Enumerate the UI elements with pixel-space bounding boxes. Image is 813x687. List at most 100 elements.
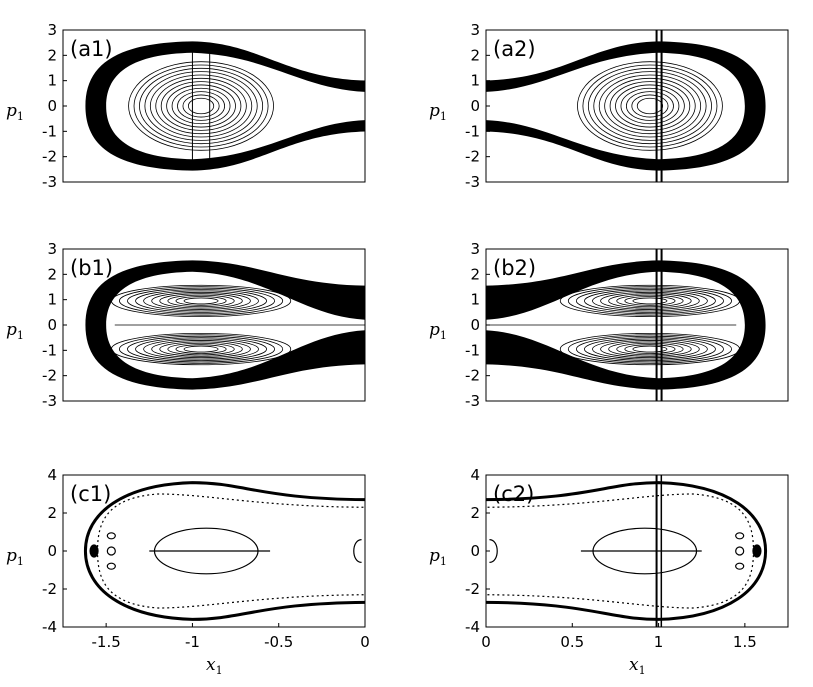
x-tick-label: 1.5 bbox=[733, 633, 757, 651]
contour-line bbox=[632, 297, 668, 305]
contour-line bbox=[151, 340, 251, 359]
panel-a2: 3 2 1 0 -1 -2 -3 (a2) p1 bbox=[429, 21, 789, 191]
contour-line bbox=[177, 91, 226, 121]
y-axis-label: p1 bbox=[6, 546, 24, 568]
contour-line bbox=[135, 337, 267, 361]
contour-line bbox=[598, 74, 702, 138]
panel-b1: 3 2 1 0 -1 -2 -3 (b1) p1 bbox=[6, 240, 366, 410]
y-tick-label: 2 bbox=[47, 46, 57, 64]
contour-line bbox=[143, 338, 259, 360]
contour-line bbox=[167, 342, 235, 356]
y-tick-label: -2 bbox=[42, 148, 57, 166]
y-tick-label: 2 bbox=[470, 265, 480, 283]
x-tick-label: -1 bbox=[185, 633, 200, 651]
contour-line bbox=[559, 332, 741, 366]
y-tick-label: -3 bbox=[42, 173, 57, 191]
y-tick-label: -1 bbox=[42, 341, 57, 359]
wall-line bbox=[660, 249, 663, 401]
outer-separatrix-band bbox=[486, 41, 766, 171]
contour-line bbox=[133, 64, 269, 148]
y-tick-label: 0 bbox=[470, 316, 480, 334]
contour-line bbox=[106, 532, 116, 540]
contour-line bbox=[575, 335, 724, 363]
contour-line bbox=[118, 286, 284, 316]
contour-line bbox=[584, 337, 716, 361]
y-tick-label: 1 bbox=[470, 72, 480, 90]
contour-line bbox=[615, 84, 685, 128]
contour-line bbox=[106, 562, 116, 570]
y-tick-label: 0 bbox=[47, 97, 57, 115]
contour-line bbox=[149, 74, 253, 138]
contour-line bbox=[735, 562, 745, 570]
panel-label: (b1) bbox=[70, 256, 113, 280]
y-axis-label: p1 bbox=[429, 101, 447, 123]
contour-line bbox=[735, 532, 745, 540]
contour-line bbox=[582, 64, 718, 148]
contour-line bbox=[624, 296, 676, 306]
contour-line bbox=[155, 77, 247, 135]
y-tick-label: -3 bbox=[465, 392, 480, 410]
contour-line bbox=[735, 546, 745, 556]
contour-line bbox=[187, 97, 215, 115]
contour-line bbox=[752, 544, 762, 558]
y-axis-label: p1 bbox=[6, 320, 24, 342]
contour-line bbox=[609, 81, 691, 131]
panel-label: (a1) bbox=[70, 37, 113, 61]
contour-line bbox=[110, 284, 292, 318]
inner-contours bbox=[486, 284, 741, 366]
contour-line bbox=[89, 544, 99, 558]
contour-line bbox=[110, 332, 292, 366]
contour-line bbox=[575, 287, 724, 315]
contour-plot bbox=[486, 249, 766, 401]
y-tick-label: 3 bbox=[470, 21, 480, 39]
y-tick-label: 0 bbox=[47, 542, 57, 560]
panel-b2: 3 2 1 0 -1 -2 -3 (b2) p1 bbox=[429, 240, 789, 410]
y-tick-label: 3 bbox=[47, 240, 57, 258]
contour-line bbox=[620, 87, 680, 125]
wall-line bbox=[655, 249, 658, 401]
outer-separatrix bbox=[83, 481, 365, 621]
y-axis-label: p1 bbox=[429, 320, 447, 342]
wall-line bbox=[660, 475, 663, 627]
contour-plot bbox=[85, 260, 365, 390]
contour-plot bbox=[83, 481, 365, 621]
outer-separatrix-band bbox=[85, 41, 365, 171]
contour-plot bbox=[486, 475, 768, 627]
y-tick-label: 2 bbox=[47, 265, 57, 283]
contour-line bbox=[182, 94, 220, 118]
y-tick-label: 0 bbox=[47, 316, 57, 334]
y-tick-label: -1 bbox=[465, 122, 480, 140]
contour-line bbox=[167, 294, 235, 308]
contour-line bbox=[625, 91, 674, 121]
y-tick-label: 1 bbox=[470, 291, 480, 309]
inner-contours bbox=[83, 481, 365, 621]
inner-contours bbox=[577, 61, 723, 151]
contour-line bbox=[127, 335, 276, 363]
y-tick-label: 4 bbox=[470, 466, 480, 484]
y-tick-label: 2 bbox=[47, 504, 57, 522]
contour-line bbox=[636, 97, 664, 115]
y-tick-label: 4 bbox=[47, 466, 57, 484]
y-tick-label: -2 bbox=[465, 148, 480, 166]
contour-line bbox=[593, 71, 707, 141]
x-tick-label: -1.5 bbox=[92, 633, 121, 651]
contour-line bbox=[584, 289, 716, 313]
contour-line bbox=[587, 67, 712, 145]
x-tick-label: 0 bbox=[360, 633, 370, 651]
outer-separatrix-band bbox=[85, 260, 365, 390]
contour-line bbox=[608, 293, 692, 309]
contour-line bbox=[183, 345, 219, 353]
y-tick-label: 2 bbox=[470, 504, 480, 522]
panel-a1: 3 2 1 0 -1 -2 -3 (a1) p1 bbox=[6, 21, 366, 191]
y-tick-label: -2 bbox=[465, 367, 480, 385]
y-tick-label: -2 bbox=[42, 580, 57, 598]
contour-line bbox=[106, 546, 116, 556]
y-tick-label: -2 bbox=[42, 367, 57, 385]
panel-label: (a2) bbox=[493, 37, 536, 61]
contour-line bbox=[567, 334, 733, 364]
y-tick-label: 1 bbox=[47, 72, 57, 90]
contour-line bbox=[175, 344, 227, 354]
contour-line bbox=[160, 81, 242, 131]
